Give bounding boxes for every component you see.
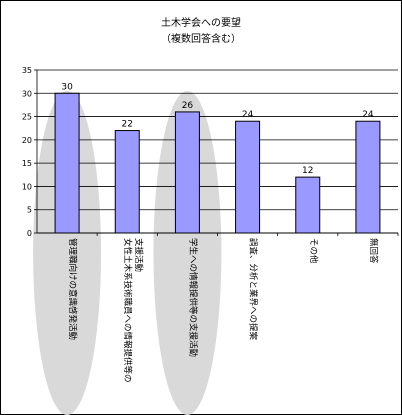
y-tick-label: 15 [22, 159, 32, 168]
chart-title: 土木学会への要望 [161, 16, 241, 29]
labels-group: 30 管理職向けの意識啓発活動 22 女性土木系技術職員への情報提供等の 支援活動 26 学… [61, 82, 379, 382]
category-label-5: 無回答 [368, 238, 379, 264]
y-tick-label: 25 [22, 113, 32, 122]
category-label-0: 管理職向けの意識啓発活動 [67, 238, 78, 340]
bar-1 [114, 130, 140, 234]
y-tick-label: 10 [22, 182, 32, 191]
bar-3 [235, 120, 261, 234]
y-tick-label: 20 [22, 136, 32, 145]
bar-0 [54, 92, 80, 234]
category-label-4: その他 [308, 238, 319, 264]
data-label-4: 12 [302, 166, 313, 176]
bars-group [54, 92, 381, 234]
highlight-group [33, 91, 222, 415]
y-tick-label: 35 [22, 66, 32, 75]
category-label-3: 調査、分析と業界への提案 [248, 238, 259, 341]
category-label-2: 学生への情報提供等の支援活動 [187, 238, 198, 357]
category-label-1-line-0: 女性土木系技術職員への情報提供等の [122, 238, 133, 383]
chart-subtitle: （複数回答含む） [161, 32, 241, 45]
category-label-1-line-1: 支援活動 [133, 238, 144, 272]
data-label-2: 26 [182, 101, 194, 111]
highlight-ellipse-2 [153, 91, 222, 415]
y-tick-label: 30 [22, 89, 32, 98]
axes: 0 5 10 15 20 25 30 35 [22, 66, 399, 238]
data-label-0: 30 [61, 82, 73, 92]
data-label-1: 22 [122, 120, 133, 130]
bar-2 [174, 111, 200, 234]
data-label-3: 24 [242, 110, 254, 120]
y-tick-label: 0 [27, 229, 32, 238]
y-tick-label: 5 [27, 206, 32, 215]
bar-5 [355, 120, 381, 234]
bar-4 [295, 176, 321, 234]
data-label-5: 24 [362, 110, 374, 120]
highlight-ellipse-0 [33, 91, 102, 415]
